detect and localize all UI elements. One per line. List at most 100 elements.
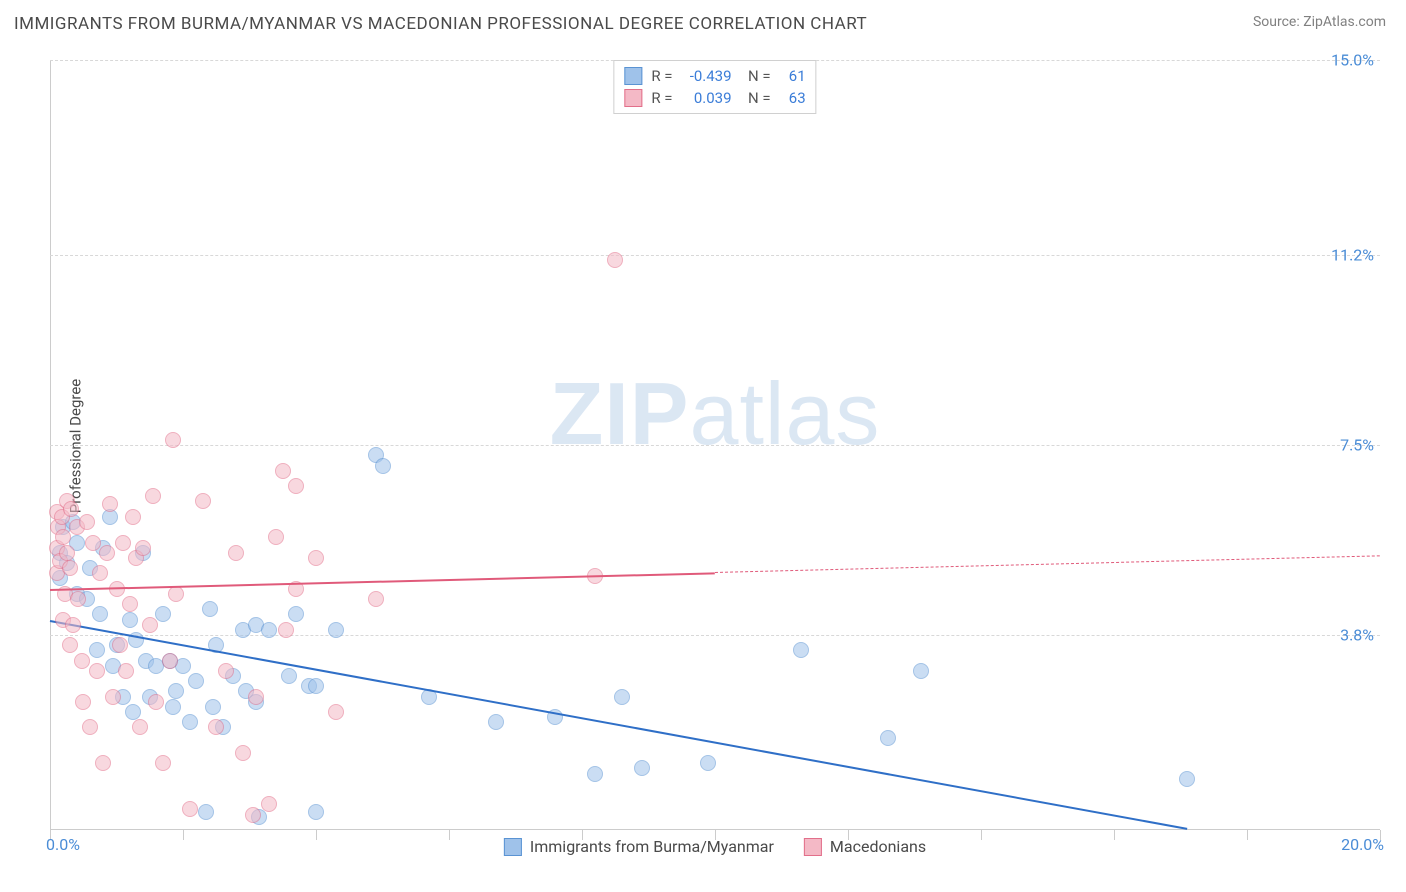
data-point	[148, 694, 164, 710]
data-point	[328, 622, 344, 638]
y-tick-label: 15.0%	[1331, 51, 1374, 70]
x-tick	[316, 830, 317, 840]
data-point	[89, 642, 105, 658]
data-point	[62, 560, 78, 576]
data-point	[135, 540, 151, 556]
data-point	[195, 493, 211, 509]
data-point	[122, 612, 138, 628]
data-point	[261, 796, 277, 812]
legend-item: Immigrants from Burma/Myanmar	[504, 837, 774, 856]
legend-swatch	[504, 838, 522, 856]
gridline	[50, 445, 1380, 446]
x-tick	[1247, 830, 1248, 840]
data-point	[155, 755, 171, 771]
data-point	[245, 807, 261, 823]
data-point	[82, 719, 98, 735]
data-point	[308, 804, 324, 820]
data-point	[142, 617, 158, 633]
data-point	[115, 535, 131, 551]
stat-n-label: N =	[738, 89, 774, 107]
stat-n-value: 61	[780, 67, 806, 85]
x-axis-max-label: 20.0%	[1341, 835, 1384, 854]
data-point	[74, 653, 90, 669]
data-point	[248, 689, 264, 705]
data-point	[92, 565, 108, 581]
data-point	[92, 606, 108, 622]
data-point	[99, 545, 115, 561]
data-point	[375, 458, 391, 474]
data-point	[275, 463, 291, 479]
data-point	[228, 545, 244, 561]
data-point	[118, 663, 134, 679]
trend-line	[50, 572, 715, 591]
data-point	[1179, 771, 1195, 787]
data-point	[55, 529, 71, 545]
y-tick-label: 11.2%	[1331, 246, 1374, 265]
y-tick-label: 3.8%	[1340, 625, 1374, 644]
data-point	[634, 760, 650, 776]
data-point	[168, 586, 184, 602]
data-point	[488, 714, 504, 730]
data-point	[75, 694, 91, 710]
data-point	[79, 514, 95, 530]
y-tick-label: 7.5%	[1340, 436, 1374, 455]
data-point	[614, 689, 630, 705]
legend-label: Macedonians	[830, 837, 926, 856]
data-point	[793, 642, 809, 658]
gridline	[50, 255, 1380, 256]
data-point	[155, 606, 171, 622]
data-point	[202, 601, 218, 617]
x-tick	[981, 830, 982, 840]
x-axis-min-label: 0.0%	[46, 835, 80, 854]
scatter-chart: ZIPatlas 3.8%7.5%11.2%15.0% R =-0.439 N …	[50, 60, 1380, 830]
x-tick	[449, 830, 450, 840]
data-point	[122, 596, 138, 612]
data-point	[105, 689, 121, 705]
data-point	[261, 622, 277, 638]
data-point	[328, 704, 344, 720]
data-point	[308, 678, 324, 694]
data-point	[125, 704, 141, 720]
x-tick	[183, 830, 184, 840]
data-point	[182, 801, 198, 817]
stat-r-label: R =	[648, 89, 675, 107]
data-point	[89, 663, 105, 679]
data-point	[198, 804, 214, 820]
data-point	[132, 719, 148, 735]
data-point	[188, 673, 204, 689]
data-point	[368, 591, 384, 607]
data-point	[208, 719, 224, 735]
data-point	[63, 501, 79, 517]
data-point	[95, 755, 111, 771]
legend-swatch	[624, 67, 642, 85]
data-point	[278, 622, 294, 638]
data-point	[607, 252, 623, 268]
gridline	[50, 635, 1380, 636]
data-point	[62, 637, 78, 653]
data-point	[112, 637, 128, 653]
trend-line	[715, 555, 1380, 573]
data-point	[102, 496, 118, 512]
legend-label: Immigrants from Burma/Myanmar	[530, 837, 774, 856]
data-point	[880, 730, 896, 746]
data-point	[235, 745, 251, 761]
stat-r-label: R =	[648, 67, 675, 85]
legend-swatch	[624, 89, 642, 107]
data-point	[145, 488, 161, 504]
data-point	[125, 509, 141, 525]
data-point	[288, 478, 304, 494]
data-point	[700, 755, 716, 771]
watermark: ZIPatlas	[550, 363, 881, 465]
stat-n-value: 63	[780, 89, 806, 107]
data-point	[65, 617, 81, 633]
data-point	[162, 653, 178, 669]
stat-r-value: -0.439	[682, 67, 732, 85]
stats-row: R = 0.039 N = 63	[624, 87, 805, 109]
stat-r-value: 0.039	[682, 89, 732, 107]
page-title: IMMIGRANTS FROM BURMA/MYANMAR VS MACEDON…	[14, 14, 867, 34]
data-point	[165, 699, 181, 715]
data-point	[308, 550, 324, 566]
data-point	[587, 766, 603, 782]
correlation-stats-box: R = -0.439 N = 61 R = 0.039 N = 63	[613, 60, 816, 114]
data-point	[165, 432, 181, 448]
